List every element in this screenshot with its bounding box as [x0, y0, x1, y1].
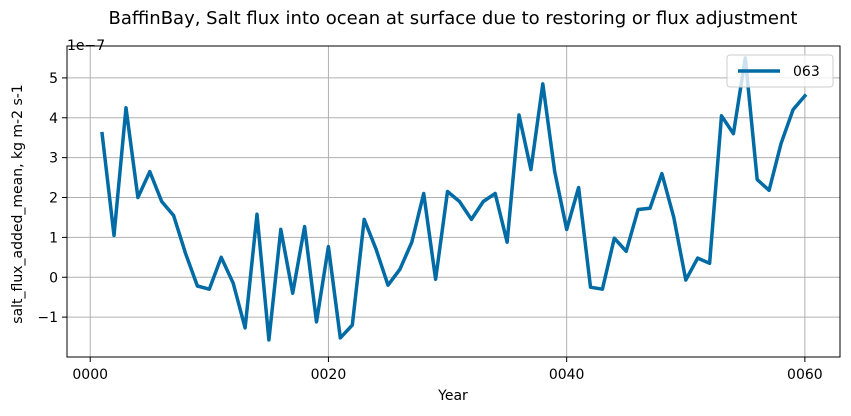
chart-title: BaffinBay, Salt flux into ocean at surfa…	[109, 8, 798, 29]
y-tick-label: 0	[49, 270, 58, 286]
x-tick-label: 0000	[72, 367, 108, 383]
legend: 063	[726, 54, 834, 88]
plot-area-frame	[66, 45, 841, 358]
legend-label-063: 063	[793, 64, 820, 80]
y-tick-label: −1	[37, 310, 58, 326]
y-tick-label: 4	[49, 111, 58, 127]
series-line-063	[100, 56, 808, 342]
y-axis-offset-label: 1e−7	[67, 38, 105, 54]
x-tick-label: 0060	[787, 367, 823, 383]
axis-ticks: 0000 0020 0040 0060 −1 0 1 2 3 4 5	[37, 71, 822, 383]
y-tick-label: 2	[49, 191, 58, 207]
x-tick-label: 0040	[549, 367, 585, 383]
y-tick-label: 5	[49, 71, 58, 87]
y-tick-label: 3	[49, 151, 58, 167]
x-axis-label: Year	[437, 388, 468, 404]
y-tick-label: 1	[49, 230, 58, 246]
x-tick-label: 0020	[311, 367, 347, 383]
y-axis-label: salt_flux_added_mean, kg m-2 s-1	[10, 84, 26, 323]
